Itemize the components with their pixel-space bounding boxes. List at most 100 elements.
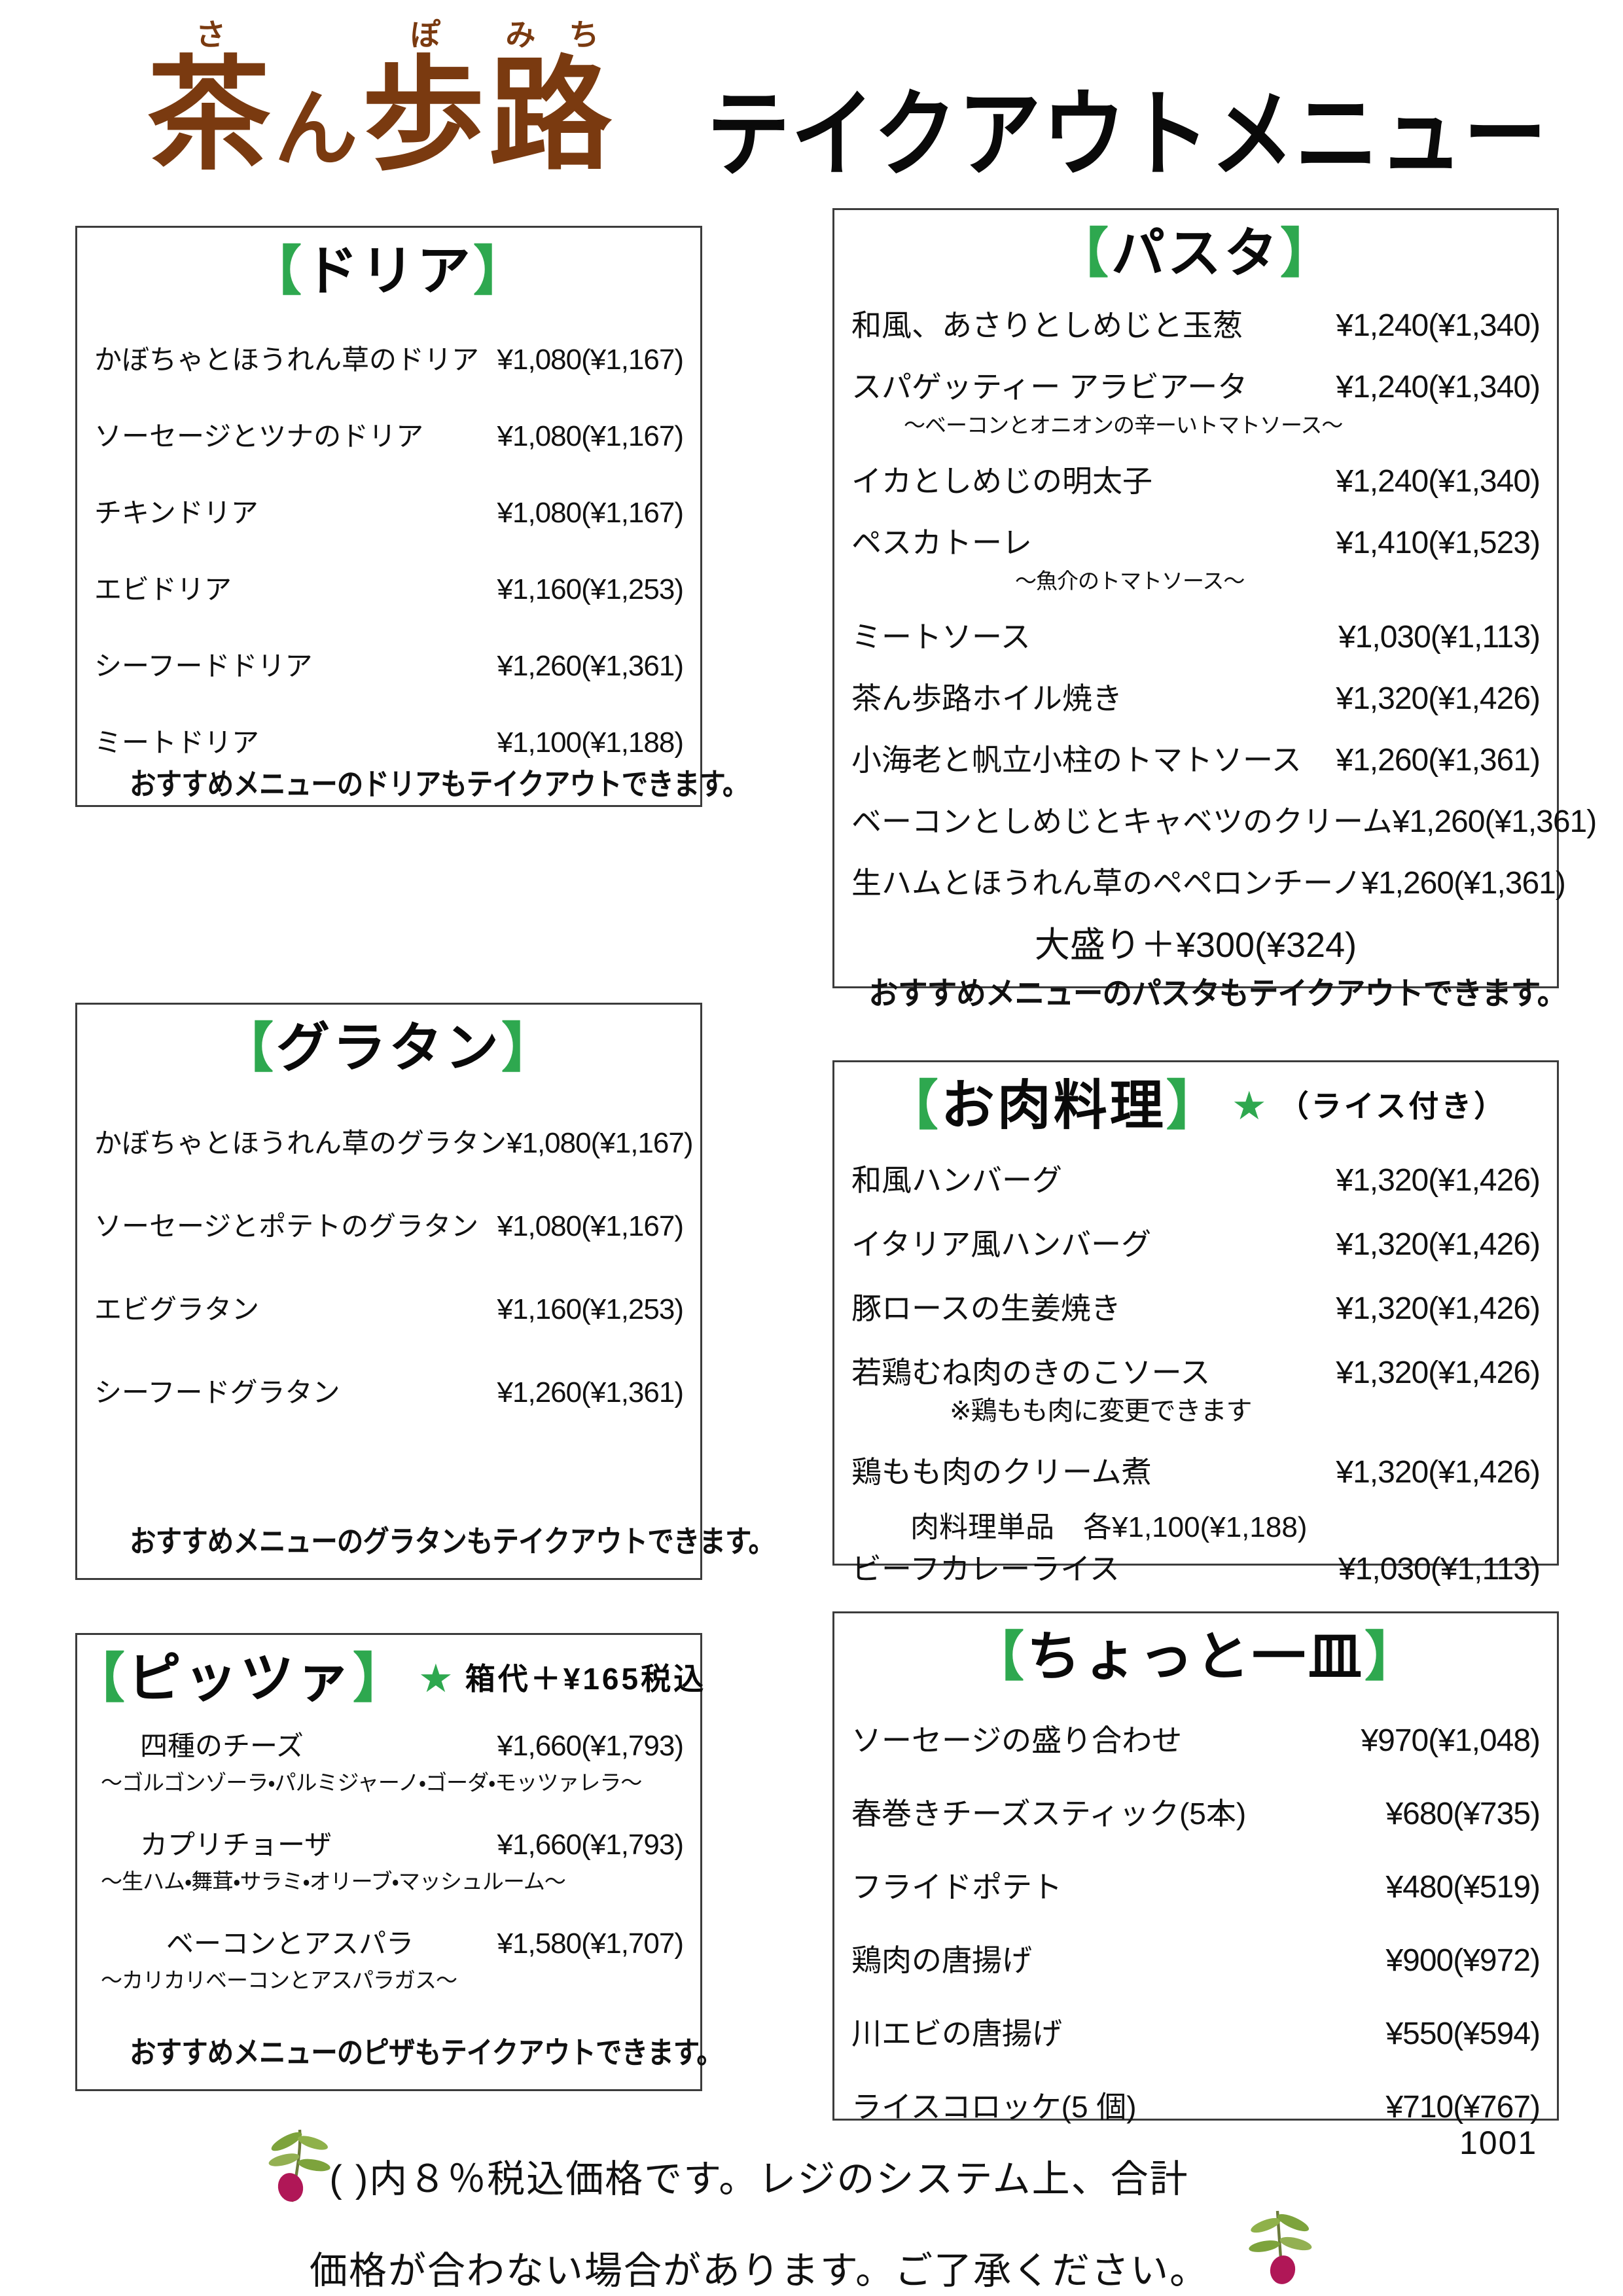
menu-item-note: ※鶏もも肉に変更できます <box>950 1397 1253 1426</box>
section-pizza: 【ピッツァ】 ★ 箱代＋¥165税込 四種のチーズ ¥1,660(¥1,793) … <box>71 1633 723 2091</box>
tax-note: ( )内８％税込価格です。レジのシステム上、合計 価格が合わない場合があります。… <box>105 2148 1414 2295</box>
menu-item-row: チキンドリア ¥1,080(¥1,167) <box>94 491 684 531</box>
menu-item-name: エビドリア <box>94 574 232 605</box>
menu-item-name: ソーセージとツナのドリア <box>94 421 424 452</box>
menu-item-row: 若鶏むね肉のきのこソース ¥1,320(¥1,426) <box>851 1349 1541 1392</box>
olive-sprig-icon <box>1249 2210 1312 2284</box>
menu-item-price: ¥1,320(¥1,426) <box>1336 1163 1541 1198</box>
logo-text: 茶さん歩ぽ路みち <box>147 18 616 184</box>
section-doria: 【ドリア】 かぼちゃとほうれん草のドリア ¥1,080(¥1,167) ソーセージ… <box>75 226 749 807</box>
menu-item-row: 川エビの唐揚げ ¥550(¥594) <box>851 2010 1541 2053</box>
section-title-doria: 【ドリア】 <box>94 242 683 301</box>
menu-item-name: 鶏もも肉のクリーム煮 <box>851 1455 1152 1490</box>
menu-item-name: カプリチョーザ <box>140 1829 332 1861</box>
menu-item-price: ¥1,100(¥1,188) <box>497 726 684 759</box>
menu-item-price: ¥1,320(¥1,426) <box>1336 1455 1541 1490</box>
menu-item-name: シーフードドリア <box>94 651 313 682</box>
menu-item-row: 和風、あさりとしめじと玉葱 ¥1,240(¥1,340) <box>851 302 1541 345</box>
menu-item-name: ソーセージの盛り合わせ <box>851 1723 1183 1758</box>
menu-item-note: ～カリカリベーコンとアスパラガス～ <box>101 1968 457 1993</box>
menu-item-name: イカとしめじの明太子 <box>851 464 1152 499</box>
menu-item-row: 鶏肉の唐揚げ ¥900(¥972) <box>851 1937 1541 1980</box>
menu-item-note: ～ベーコンとオニオンの辛ーいトマトソース～ <box>904 413 1343 438</box>
logo-furigana: みち <box>488 18 616 52</box>
box-fee-note: 箱代＋¥165税込 <box>465 1661 707 1696</box>
menu-item-row: エビドリア ¥1,160(¥1,253) <box>94 567 684 607</box>
menu-item-name: チキンドリア <box>94 497 259 529</box>
menu-item-row: 茶ん歩路ホイル焼き ¥1,320(¥1,426) <box>851 675 1541 718</box>
menu-item-price: ¥480(¥519) <box>1385 1870 1541 1905</box>
logo-char: ん <box>274 82 362 176</box>
olive-sprig-icon <box>268 2129 330 2202</box>
menu-item-name: 鶏肉の唐揚げ <box>851 1943 1032 1978</box>
menu-item-name: ペスカトーレ <box>851 526 1032 560</box>
star-icon: ★ <box>1231 1084 1270 1128</box>
menu-item-row: ソーセージとツナのドリア ¥1,080(¥1,167) <box>94 414 684 454</box>
section-title-text: パスタ <box>1111 224 1280 283</box>
menu-item-row: 四種のチーズ ¥1,660(¥1,793) <box>94 1724 684 1764</box>
menu-item-note: ～ゴルゴンゾーラ・パルミジャーノ・ゴーダ・モッツァレラ～ <box>101 1770 642 1795</box>
bracket-open: 【 <box>884 1076 941 1136</box>
menu-item-row: ミートドリア ¥1,100(¥1,188) <box>94 721 684 761</box>
menu-item-row: ソーセージとポテトのグラタン ¥1,080(¥1,167) <box>94 1204 684 1244</box>
menu-item-price: ¥1,260(¥1,361) <box>1336 743 1541 778</box>
menu-item-name: イタリア風ハンバーグ <box>851 1227 1152 1262</box>
bracket-open: 【 <box>247 242 304 301</box>
menu-item-name: 四種のチーズ <box>140 1731 304 1762</box>
section-title-meat: 【お肉料理】 ★ （ライス付き） <box>851 1076 1540 1136</box>
bracket-close: 】 <box>1166 1076 1222 1136</box>
menu-item-price: ¥1,240(¥1,340) <box>1336 370 1541 405</box>
large-size-note: 大盛り＋¥300(¥324) <box>1034 925 1357 965</box>
restaurant-logo: 茶さん歩ぽ路みち <box>147 18 616 186</box>
page-number: 1001 <box>1459 2125 1538 2161</box>
menu-item-row: ペスカトーレ ¥1,410(¥1,523) <box>851 519 1541 562</box>
menu-item-row: イカとしめじの明太子 ¥1,240(¥1,340) <box>851 457 1541 501</box>
bracket-open: 【 <box>219 1018 276 1078</box>
section-title-wrap: 【お肉料理】 <box>884 1076 1222 1136</box>
menu-item-row: かぼちゃとほうれん草のグラタン ¥1,080(¥1,167) <box>94 1121 693 1161</box>
bracket-close: 】 <box>1280 224 1337 283</box>
menu-item-name: 和風、あさりとしめじと玉葱 <box>851 308 1243 343</box>
menu-item-price: ¥1,240(¥1,340) <box>1336 308 1541 344</box>
menu-item-price: ¥1,080(¥1,167) <box>497 420 684 453</box>
bracket-open: 【 <box>71 1649 128 1708</box>
section-title-text: ちょっと一皿 <box>1026 1627 1364 1687</box>
section-footer-note: おすすめメニューのドリアもテイクアウトできます。 <box>130 767 749 802</box>
menu-item-price: ¥1,260(¥1,361) <box>1392 804 1597 840</box>
menu-item-row: ライスコロッケ(5 個) ¥710(¥767) <box>851 2083 1541 2126</box>
menu-item-name: かぼちゃとほうれん草のドリア <box>94 344 480 376</box>
single-item-price-note: 肉料理単品 各¥1,100(¥1,188) <box>910 1511 1308 1544</box>
menu-item-price: ¥1,320(¥1,426) <box>1336 681 1541 717</box>
menu-item-row: ビーフカレーライス ¥1,030(¥1,113) <box>851 1545 1541 1588</box>
menu-item-name: シーフードグラタン <box>94 1377 340 1408</box>
menu-item-price: ¥1,320(¥1,426) <box>1336 1291 1541 1327</box>
menu-item-name: 春巻きチーズスティック(5本) <box>851 1797 1247 1831</box>
menu-item-row: ベーコンとアスパラ ¥1,580(¥1,707) <box>94 1922 684 1962</box>
menu-item-row: カプリチョーザ ¥1,660(¥1,793) <box>94 1823 684 1863</box>
section-title-wrap: 【ピッツァ】 <box>71 1649 409 1708</box>
menu-item-name: ミートソース <box>851 620 1031 655</box>
menu-item-price: ¥710(¥767) <box>1385 2090 1541 2125</box>
menu-item-name: 小海老と帆立小柱のトマトソース <box>851 743 1302 778</box>
menu-item-row: スパゲッティー アラビアータ ¥1,240(¥1,340) <box>851 363 1541 406</box>
menu-item-price: ¥1,260(¥1,361) <box>497 1376 684 1409</box>
menu-item-price: ¥970(¥1,048) <box>1361 1723 1541 1759</box>
menu-item-name: 若鶏むね肉のきのこソース <box>851 1355 1211 1390</box>
logo-char: 茶 <box>147 46 274 184</box>
menu-item-price: ¥1,320(¥1,426) <box>1336 1355 1541 1391</box>
menu-item-name: スパゲッティー アラビアータ <box>851 370 1248 404</box>
section-meat: 【お肉料理】 ★ （ライス付き） 和風ハンバーグ ¥1,320(¥1,426) イ… <box>832 1060 1559 1587</box>
menu-item-name: フライドポテト <box>851 1870 1062 1905</box>
menu-item-row: 豚ロースの生姜焼き ¥1,320(¥1,426) <box>851 1285 1541 1328</box>
menu-item-name: かぼちゃとほうれん草のグラタン <box>94 1128 507 1159</box>
tax-note-line1: ( )内８％税込価格です。レジのシステム上、合計 <box>329 2158 1189 2200</box>
menu-item-note: ～生ハム・舞茸・サラミ・オリーブ・マッシュルーム～ <box>101 1869 566 1894</box>
menu-item-price: ¥550(¥594) <box>1385 2017 1541 2052</box>
section-title-text: ピッツァ <box>127 1649 353 1708</box>
menu-item-row: 鶏もも肉のクリーム煮 ¥1,320(¥1,426) <box>851 1448 1541 1492</box>
menu-item-name: 和風ハンバーグ <box>851 1163 1062 1198</box>
menu-item-row: ベーコンとしめじとキャベツのクリーム ¥1,260(¥1,361) <box>851 798 1597 841</box>
menu-item-name: エビグラタン <box>94 1294 260 1325</box>
menu-item-name: 豚ロースの生姜焼き <box>851 1291 1121 1326</box>
